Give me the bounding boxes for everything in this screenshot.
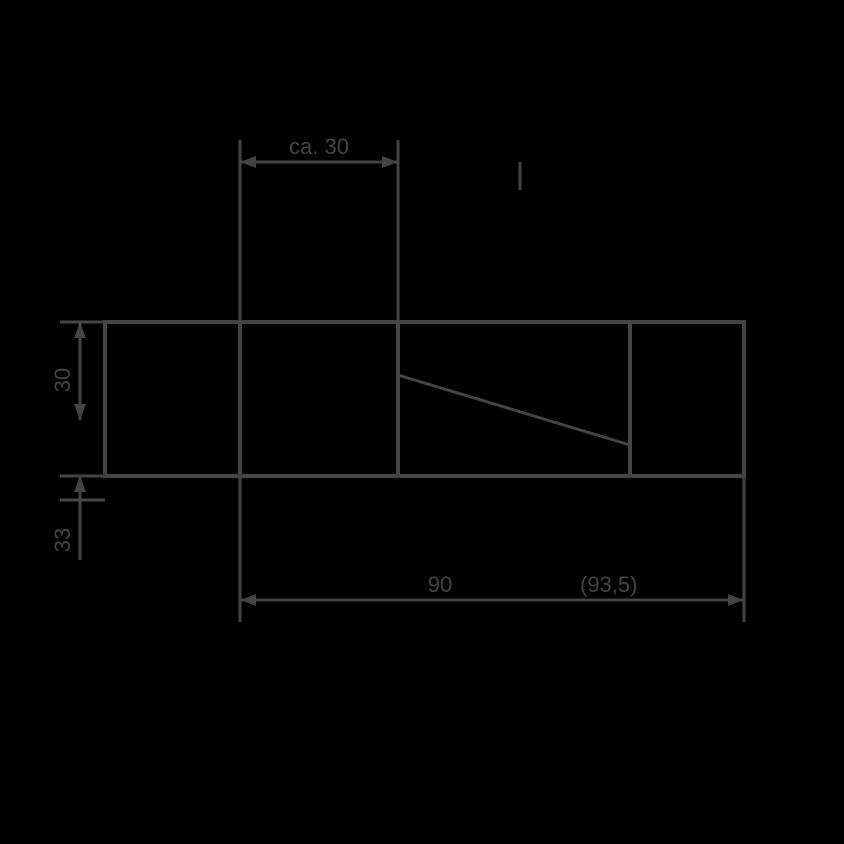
bot-dim-label-2: (93,5): [580, 572, 637, 597]
body-outline: [105, 322, 744, 476]
bot-arrow-left: [240, 594, 256, 606]
left-arrow-33-top: [74, 476, 86, 492]
diagonal: [398, 375, 630, 445]
bot-dim-label-1: 90: [428, 572, 452, 597]
bot-arrow-right: [728, 594, 744, 606]
technical-drawing: ca. 30 90 (93,5) 30 33: [0, 0, 844, 844]
left-dim-label-33: 33: [50, 528, 75, 552]
top-arrow-left: [240, 156, 256, 168]
left-dim-label-30: 30: [50, 368, 75, 392]
top-arrow-right: [382, 156, 398, 168]
top-dim-label: ca. 30: [289, 134, 349, 159]
left-arrow-30-bot: [74, 404, 86, 420]
left-arrow-30-top: [74, 322, 86, 338]
